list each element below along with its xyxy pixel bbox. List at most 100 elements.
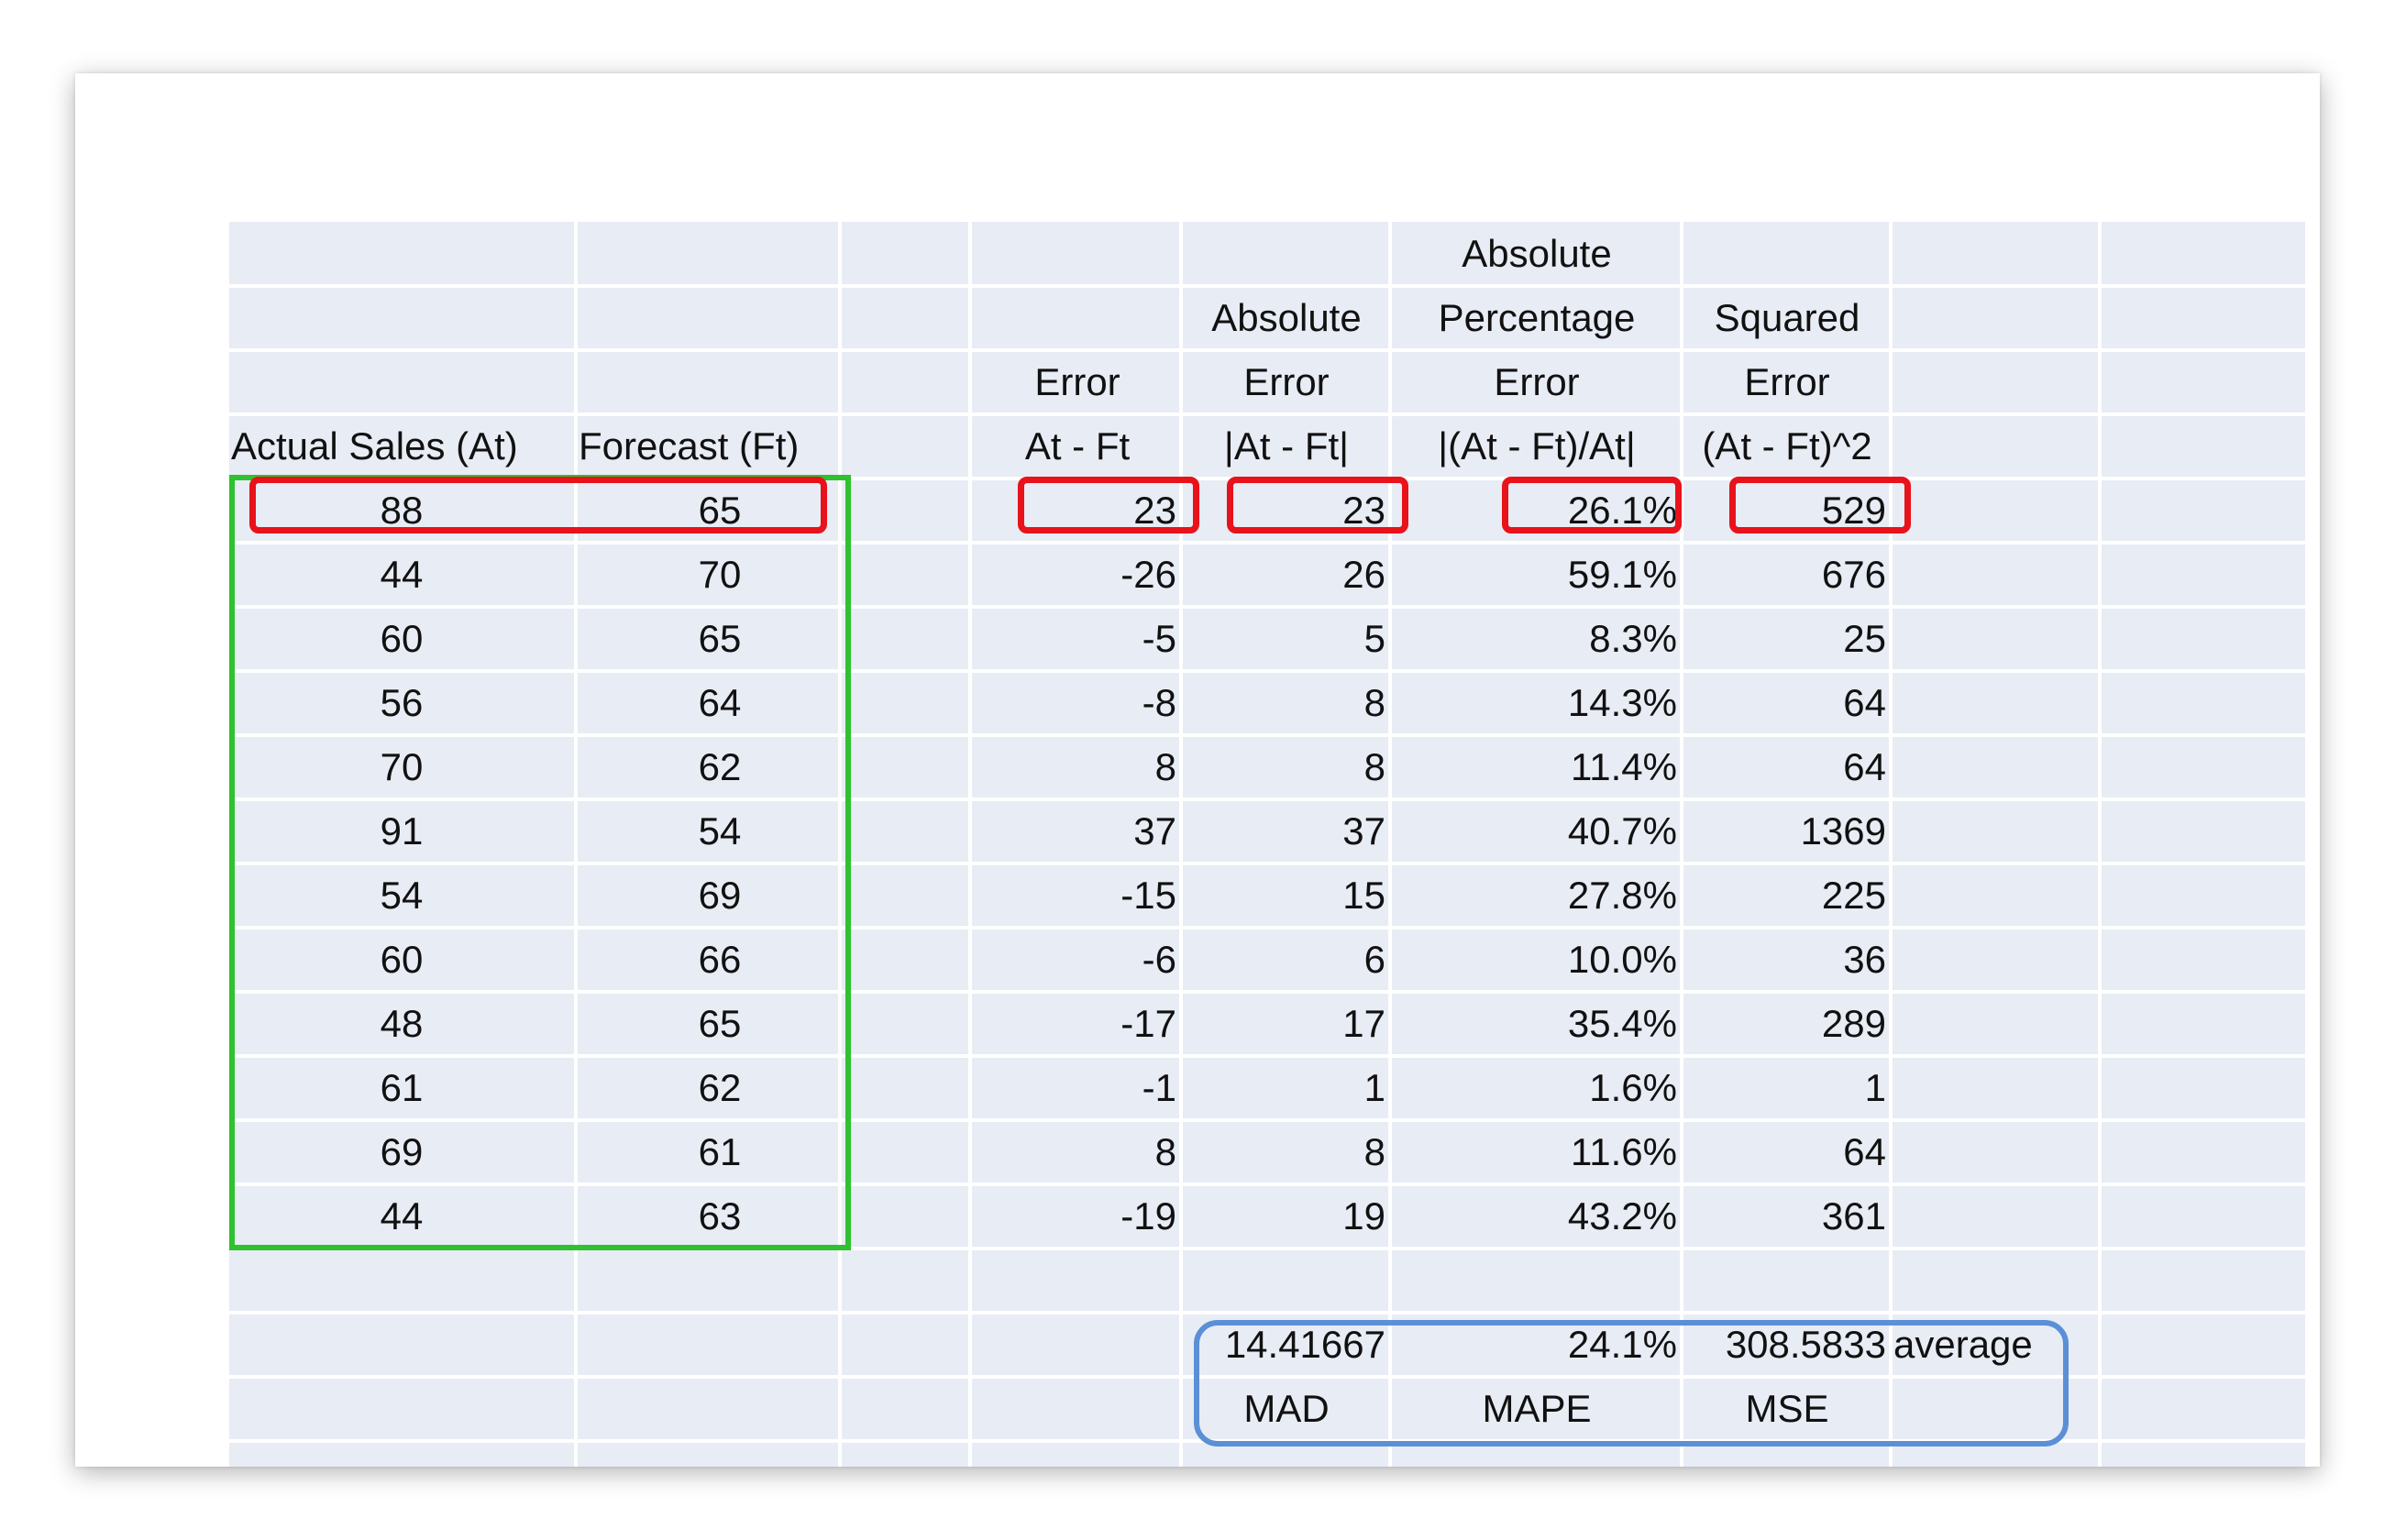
grid-column-line xyxy=(574,222,578,1467)
cell-actual-sales: 60 xyxy=(380,938,424,981)
grid-row-line xyxy=(229,733,2305,737)
cell-absolute-error: 6 xyxy=(1363,938,1385,981)
cell-percentage-error: 10.0% xyxy=(1567,938,1677,981)
cell-actual-sales: 54 xyxy=(380,874,424,917)
mse-label: MSE xyxy=(1745,1387,1829,1430)
spreadsheet: Absolute Absolute Percentage Squared Err… xyxy=(229,222,2305,1467)
cell-squared-error: 1 xyxy=(1864,1066,1886,1109)
cell-absolute-error: 8 xyxy=(1363,681,1385,724)
cell-error: 8 xyxy=(1154,1130,1176,1173)
cell-squared-error: 529 xyxy=(1821,489,1886,532)
cell-forecast: 65 xyxy=(698,617,742,660)
header-percentage-error-line2: Percentage xyxy=(1438,296,1636,339)
first-absolute-error-highlight xyxy=(1227,477,1408,534)
cell-percentage-error: 43.2% xyxy=(1567,1194,1677,1238)
grid-row-line xyxy=(229,990,2305,994)
cell-absolute-error: 26 xyxy=(1342,553,1385,596)
grid-column-line xyxy=(1889,222,1893,1467)
grid-row-line xyxy=(229,348,2305,352)
mad-label: MAD xyxy=(1243,1387,1330,1430)
cell-forecast: 62 xyxy=(698,745,742,788)
cell-absolute-error: 8 xyxy=(1363,1130,1385,1173)
cell-absolute-error: 5 xyxy=(1363,617,1385,660)
first-percentage-error-highlight xyxy=(1502,477,1682,534)
cell-actual-sales: 69 xyxy=(380,1130,424,1173)
cell-forecast: 54 xyxy=(698,809,742,852)
cell-forecast: 69 xyxy=(698,874,742,917)
cell-percentage-error: 59.1% xyxy=(1567,553,1677,596)
summary-metrics-highlight xyxy=(1194,1320,2069,1446)
cell-error: -5 xyxy=(1142,617,1176,660)
grid-column-line xyxy=(1680,222,1683,1467)
cell-squared-error: 64 xyxy=(1843,681,1886,724)
mape-value: 24.1% xyxy=(1567,1323,1677,1366)
cell-actual-sales: 88 xyxy=(380,489,424,532)
cell-absolute-error: 8 xyxy=(1363,745,1385,788)
grid-row-line xyxy=(229,605,2305,609)
cell-forecast: 66 xyxy=(698,938,742,981)
cell-squared-error: 36 xyxy=(1843,938,1886,981)
cell-error: -15 xyxy=(1120,874,1176,917)
grid-column-line xyxy=(2098,222,2102,1467)
cell-percentage-error: 1.6% xyxy=(1589,1066,1677,1109)
cell-error: -17 xyxy=(1120,1002,1176,1045)
cell-actual-sales: 48 xyxy=(380,1002,424,1045)
cell-squared-error: 64 xyxy=(1843,745,1886,788)
header-squared-error-line2: Error xyxy=(1744,360,1830,403)
grid-row-line xyxy=(229,926,2305,930)
cell-actual-sales: 44 xyxy=(380,1194,424,1238)
cell-forecast: 63 xyxy=(698,1194,742,1238)
cell-squared-error: 64 xyxy=(1843,1130,1886,1173)
cell-squared-error: 289 xyxy=(1821,1002,1886,1045)
grid-column-line xyxy=(1388,222,1392,1467)
cell-error: -8 xyxy=(1142,681,1176,724)
cell-percentage-error: 14.3% xyxy=(1567,681,1677,724)
grid-column-line xyxy=(968,222,972,1467)
cell-absolute-error: 15 xyxy=(1342,874,1385,917)
mse-value: 308.5833 xyxy=(1725,1323,1886,1366)
header-error-line1: Error xyxy=(1034,360,1120,403)
cell-forecast: 62 xyxy=(698,1066,742,1109)
cell-error: -26 xyxy=(1120,553,1176,596)
header-absolute-error-line1: Absolute xyxy=(1211,296,1362,339)
cell-actual-sales: 44 xyxy=(380,553,424,596)
cell-percentage-error: 8.3% xyxy=(1589,617,1677,660)
cell-error: -19 xyxy=(1120,1194,1176,1238)
grid-row-line xyxy=(229,1311,2305,1314)
cell-error: 37 xyxy=(1133,809,1176,852)
grid-row-line xyxy=(229,862,2305,865)
cell-absolute-error: 23 xyxy=(1342,489,1385,532)
slide-card: Absolute Absolute Percentage Squared Err… xyxy=(75,73,2320,1467)
cell-absolute-error: 19 xyxy=(1342,1194,1385,1238)
cell-percentage-error: 26.1% xyxy=(1567,489,1677,532)
mape-label: MAPE xyxy=(1482,1387,1592,1430)
grid-row-line xyxy=(229,412,2305,416)
cell-forecast: 61 xyxy=(698,1130,742,1173)
cell-squared-error: 361 xyxy=(1821,1194,1886,1238)
cell-percentage-error: 27.8% xyxy=(1567,874,1677,917)
grid-row-line xyxy=(229,1054,2305,1058)
cell-forecast: 64 xyxy=(698,681,742,724)
cell-actual-sales: 70 xyxy=(380,745,424,788)
average-label: average xyxy=(1893,1323,2033,1366)
header-percentage-error-line3: Error xyxy=(1494,360,1580,403)
cell-actual-sales: 60 xyxy=(380,617,424,660)
cell-actual-sales: 56 xyxy=(380,681,424,724)
header-forecast: Forecast (Ft) xyxy=(579,424,800,468)
grid-row-line xyxy=(229,798,2305,801)
input-data-highlight xyxy=(229,475,851,1250)
header-absolute-error-line2: Error xyxy=(1243,360,1330,403)
cell-squared-error: 25 xyxy=(1843,617,1886,660)
grid-column-line xyxy=(1179,222,1183,1467)
cell-forecast: 65 xyxy=(698,1002,742,1045)
mad-value: 14.41667 xyxy=(1224,1323,1385,1366)
first-row-inputs-highlight xyxy=(249,477,827,534)
cell-error: 8 xyxy=(1154,745,1176,788)
cell-squared-error: 1369 xyxy=(1800,809,1886,852)
header-error-formula: At - Ft xyxy=(1024,424,1131,468)
cell-forecast: 65 xyxy=(698,489,742,532)
header-absolute-error-formula: |At - Ft| xyxy=(1223,424,1350,468)
grid-row-line xyxy=(229,541,2305,544)
cell-forecast: 70 xyxy=(698,553,742,596)
cell-percentage-error: 11.4% xyxy=(1571,745,1677,788)
